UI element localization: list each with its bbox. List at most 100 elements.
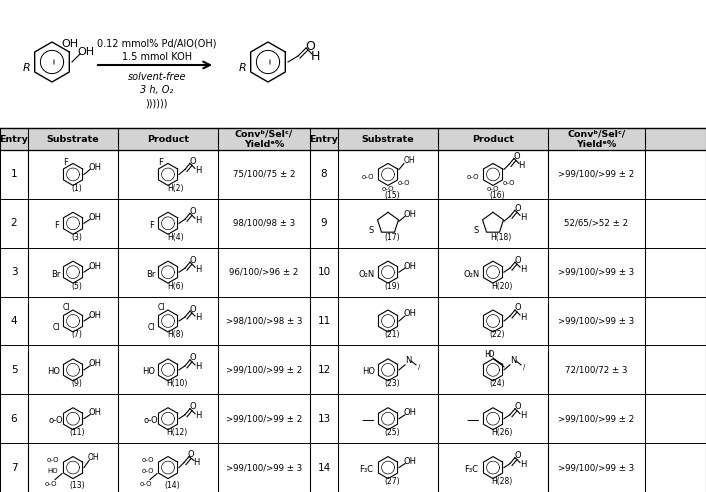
Text: OH: OH	[88, 262, 102, 271]
Text: OH: OH	[404, 457, 417, 466]
Text: H: H	[311, 50, 320, 62]
Text: Br: Br	[146, 270, 156, 278]
Text: O: O	[190, 207, 196, 216]
Text: O: O	[515, 256, 521, 265]
Text: /: /	[418, 364, 420, 370]
Text: 1.5 mmol KOH: 1.5 mmol KOH	[122, 52, 192, 62]
Text: H: H	[520, 213, 526, 222]
Text: OH: OH	[87, 453, 99, 462]
Text: 72/100/72 ± 3: 72/100/72 ± 3	[566, 366, 628, 374]
Text: O: O	[150, 416, 157, 425]
Text: OH: OH	[61, 39, 78, 49]
Text: F₃C: F₃C	[464, 465, 478, 474]
Text: Product: Product	[472, 134, 514, 144]
Bar	[0, 128, 706, 150]
Text: (27): (27)	[384, 477, 400, 486]
Text: O: O	[515, 402, 521, 411]
Text: 9: 9	[321, 218, 328, 228]
Text: (22): (22)	[489, 331, 505, 339]
Text: o-O: o-O	[142, 467, 154, 474]
Text: O: O	[190, 402, 196, 411]
Text: >99/100/>99 ± 2: >99/100/>99 ± 2	[226, 414, 302, 423]
Text: H: H	[195, 362, 201, 371]
Text: OH: OH	[88, 213, 102, 222]
Text: (15): (15)	[384, 191, 400, 200]
Text: o-O: o-O	[142, 457, 154, 462]
Text: (25): (25)	[384, 428, 400, 437]
Text: N: N	[405, 356, 411, 366]
Text: Substrate: Substrate	[47, 134, 100, 144]
Text: HO: HO	[48, 467, 59, 474]
Text: (3): (3)	[71, 233, 83, 242]
Text: H(18): H(18)	[491, 233, 512, 242]
Text: (24): (24)	[489, 379, 505, 388]
Text: Cl: Cl	[157, 303, 164, 311]
Text: O₂N: O₂N	[359, 270, 375, 278]
Text: H(12): H(12)	[167, 428, 188, 437]
Text: H(28): H(28)	[491, 477, 513, 486]
Text: (14): (14)	[164, 481, 180, 490]
Text: O: O	[514, 152, 520, 161]
Text: H(8): H(8)	[168, 331, 184, 339]
Text: O₂N: O₂N	[464, 270, 480, 278]
Text: Product: Product	[147, 134, 189, 144]
Text: 96/100/>96 ± 2: 96/100/>96 ± 2	[229, 268, 299, 277]
Text: F: F	[159, 158, 163, 167]
Text: 12: 12	[318, 365, 330, 375]
Text: /: /	[523, 364, 525, 370]
Text: o-: o-	[49, 416, 57, 425]
Text: (7): (7)	[71, 331, 83, 339]
Text: >99/100/>99 ± 2: >99/100/>99 ± 2	[226, 366, 302, 374]
Text: O: O	[488, 350, 494, 359]
Text: (11): (11)	[69, 428, 85, 437]
Text: H: H	[195, 216, 201, 225]
Text: Substrate: Substrate	[361, 134, 414, 144]
Text: H: H	[520, 411, 526, 420]
Text: H: H	[193, 458, 199, 467]
Text: H: H	[520, 265, 526, 274]
Text: 8: 8	[321, 169, 328, 180]
Text: o-O: o-O	[503, 181, 515, 186]
Text: H(4): H(4)	[168, 233, 184, 242]
Text: F: F	[54, 221, 59, 230]
Text: (9): (9)	[71, 379, 83, 388]
Text: Convᵇ/Selᶜ/
Yieldᵉ%: Convᵇ/Selᶜ/ Yieldᵉ%	[568, 129, 626, 149]
Text: o-O: o-O	[47, 457, 59, 462]
Text: R: R	[239, 63, 247, 73]
Text: OH: OH	[404, 262, 417, 271]
Text: Cl: Cl	[52, 322, 60, 332]
Text: 5: 5	[11, 365, 18, 375]
Text: HO: HO	[143, 368, 155, 376]
Text: H(6): H(6)	[168, 281, 184, 291]
Text: Entry: Entry	[309, 134, 338, 144]
Text: (23): (23)	[384, 379, 400, 388]
Text: H: H	[520, 312, 526, 321]
Text: HO: HO	[47, 368, 61, 376]
Text: o-O: o-O	[361, 175, 374, 181]
Text: o-O: o-O	[44, 481, 57, 487]
Text: O: O	[305, 39, 315, 53]
Text: H: H	[484, 350, 490, 359]
Text: O: O	[190, 157, 196, 166]
Text: H(2): H(2)	[168, 184, 184, 193]
Text: 6: 6	[11, 414, 18, 424]
Text: O: O	[190, 305, 196, 313]
Text: OH: OH	[78, 47, 95, 57]
Text: OH: OH	[88, 163, 102, 172]
Text: 4: 4	[11, 316, 18, 326]
Text: 11: 11	[318, 316, 330, 326]
Text: OH: OH	[88, 359, 102, 369]
Text: >99/100/>99 ± 3: >99/100/>99 ± 3	[558, 268, 635, 277]
Text: o-O: o-O	[140, 481, 152, 487]
Text: >98/100/>98 ± 3: >98/100/>98 ± 3	[226, 316, 302, 326]
Text: H(20): H(20)	[491, 281, 513, 291]
Text: (16): (16)	[489, 191, 505, 200]
Text: solvent-free: solvent-free	[128, 72, 186, 82]
Text: H: H	[195, 166, 201, 175]
Text: S: S	[369, 226, 373, 235]
Text: 52/65/>52 ± 2: 52/65/>52 ± 2	[564, 219, 628, 228]
Text: >99/100/>99 ± 2: >99/100/>99 ± 2	[558, 414, 635, 423]
Text: >99/100/>99 ± 3: >99/100/>99 ± 3	[558, 463, 635, 472]
Text: O: O	[188, 450, 194, 459]
Text: H(26): H(26)	[491, 428, 513, 437]
